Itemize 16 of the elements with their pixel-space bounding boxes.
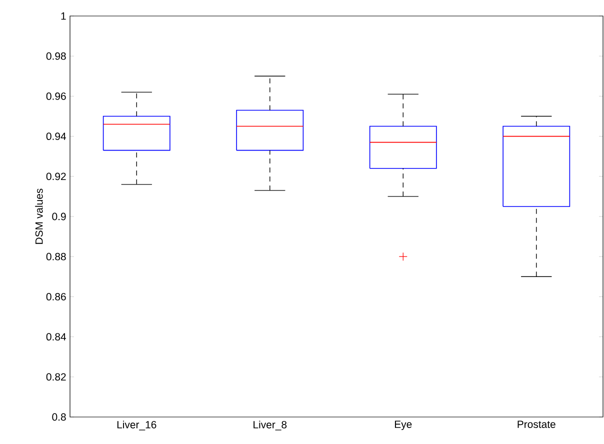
x-tick-label: Liver_8 — [254, 420, 287, 430]
y-tick-label: 0.86 — [46, 293, 66, 300]
y-tick-label: 0.82 — [46, 373, 66, 381]
y-axis-title: DSM values — [35, 188, 43, 244]
y-tick-label: 0.88 — [46, 252, 66, 260]
y-tick-label: 0.94 — [46, 132, 66, 140]
y-tick-label: 0.98 — [46, 52, 66, 60]
y-tick-label: 1 — [61, 12, 66, 20]
x-tick-label: Eye — [394, 420, 412, 430]
x-tick-label: Prostate — [518, 420, 556, 428]
y-tick-label: 0.84 — [46, 333, 66, 341]
y-tick-label: 0.8 — [52, 413, 66, 421]
y-tick-label: 0.9 — [52, 212, 66, 220]
y-tick-label: 0.96 — [46, 92, 66, 100]
x-tick-label: Liver_16 — [117, 420, 156, 430]
y-tick-label: 0.92 — [46, 172, 66, 180]
